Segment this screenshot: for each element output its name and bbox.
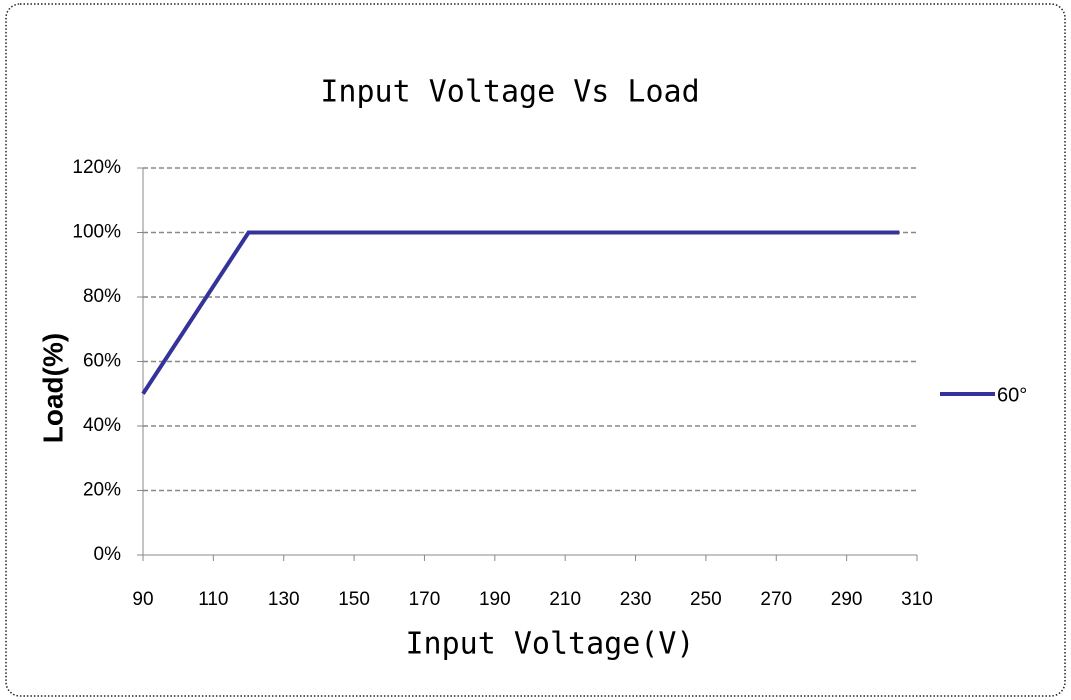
legend-label: 60° (997, 384, 1027, 406)
chart-title: Input Voltage Vs Load (320, 75, 699, 110)
x-tick-label: 90 (132, 589, 153, 610)
x-axis-label: Input Voltage(V) (406, 627, 695, 662)
series-line (141, 230, 900, 395)
x-tick-label: 170 (409, 589, 441, 610)
x-tick-label: 310 (901, 589, 933, 610)
y-tick-label: 20% (83, 480, 121, 501)
x-tick-label: 130 (268, 589, 300, 610)
y-tick-label: 40% (83, 415, 121, 436)
x-tick-label: 250 (690, 589, 722, 610)
x-tick-label: 190 (479, 589, 511, 610)
y-tick-label: 100% (72, 222, 121, 243)
x-tick-label: 110 (198, 589, 228, 610)
x-tick-label: 290 (831, 589, 863, 610)
y-tick-label: 60% (83, 351, 121, 372)
y-axis-label: Load(%) (37, 333, 68, 443)
y-tick-label: 0% (94, 544, 122, 565)
chart-border (5, 3, 1066, 697)
y-tick-label: 80% (83, 286, 121, 307)
x-tick-label: 210 (549, 589, 581, 610)
x-tick-label: 270 (760, 589, 792, 610)
y-tick-label: 120% (72, 157, 121, 178)
x-tick-label: 150 (338, 589, 370, 610)
x-tick-label: 230 (620, 589, 652, 610)
